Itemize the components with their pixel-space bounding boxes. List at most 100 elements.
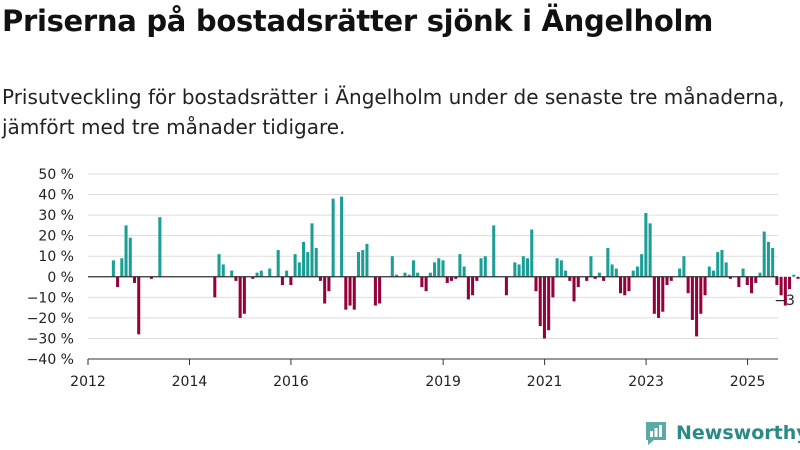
bar: [137, 276, 141, 335]
bar: [331, 198, 335, 277]
bar: [750, 276, 754, 294]
bar: [280, 276, 284, 285]
bar: [340, 196, 344, 277]
y-tick-label: 0 %: [47, 270, 74, 286]
y-tick-label: −30 %: [27, 331, 74, 347]
bar: [289, 276, 293, 285]
bar: [728, 276, 732, 279]
newsworthy-logo-icon: [646, 422, 666, 445]
y-tick-label: −40 %: [27, 352, 74, 368]
chart-title: Priserna på bostadsrätter sjönk i Ängelh…: [2, 4, 713, 38]
bar: [251, 276, 255, 279]
bar: [365, 243, 369, 277]
bar: [555, 258, 559, 277]
newsworthy-logo-text: Newsworthy: [676, 422, 800, 444]
bar: [695, 276, 699, 337]
bar: [433, 262, 437, 277]
bar: [762, 231, 766, 277]
bar: [711, 270, 716, 277]
bar: [416, 272, 420, 277]
bar: [657, 276, 661, 318]
bar: [276, 250, 280, 277]
bar: [551, 276, 555, 298]
bar: [559, 260, 563, 277]
bar: [716, 252, 720, 277]
bar: [483, 256, 487, 277]
bar: [234, 276, 238, 281]
bar: [128, 237, 132, 277]
y-axis-labels: 50 % 40 % 30 % 20 % 10 % 0 % −10 % −20 % −30 % −4…: [27, 167, 74, 368]
bar: [517, 264, 521, 277]
bar: [242, 276, 246, 314]
y-tick-label: −10 %: [27, 290, 74, 306]
y-tick-label: 10 %: [38, 249, 74, 265]
bar: [623, 276, 627, 296]
bar: [344, 276, 348, 310]
bar: [120, 258, 124, 277]
bar: [310, 223, 314, 277]
x-tick-label: 2023: [628, 374, 664, 390]
x-tick-label: 2012: [70, 374, 106, 390]
bar: [610, 264, 614, 277]
bar: [306, 252, 310, 277]
bar: [471, 276, 475, 296]
bar: [424, 276, 428, 292]
y-tick-label: 50 %: [38, 167, 74, 183]
bar: [644, 213, 648, 277]
bar: [538, 276, 542, 327]
bar: [606, 248, 610, 277]
bar: [661, 276, 665, 312]
bar: [352, 276, 356, 310]
bars: [111, 196, 800, 339]
bar: [407, 274, 411, 277]
bar: [526, 258, 530, 277]
bar: [230, 270, 234, 277]
bar: [479, 258, 483, 277]
bar: [348, 276, 352, 306]
bar: [132, 276, 137, 283]
bar: [302, 241, 306, 277]
bar: [318, 276, 322, 281]
bar: [475, 276, 479, 281]
bar: [268, 268, 272, 277]
bar: [678, 268, 682, 277]
bar: [285, 270, 289, 277]
bar: [707, 266, 711, 277]
bar: [547, 276, 551, 331]
bar: [758, 272, 762, 277]
bar: [158, 217, 162, 277]
chart-subtitle: Prisutveckling för bostadsrätter i Ängel…: [2, 85, 785, 139]
bar: [521, 256, 525, 277]
bar: [466, 276, 470, 300]
y-tick-label: 20 %: [38, 229, 74, 245]
bar: [323, 276, 327, 304]
newsworthy-logo: Newsworthy: [644, 418, 800, 448]
bar: [593, 276, 597, 279]
bar: [775, 276, 779, 285]
bar: [403, 272, 407, 277]
bar: [669, 276, 673, 281]
bar: [737, 276, 741, 288]
bar: [796, 276, 800, 279]
bar: [373, 276, 377, 306]
bar: [449, 276, 453, 281]
annotations: −3 %: [774, 293, 800, 309]
x-tick-label: 2021: [527, 374, 563, 390]
bar: [428, 272, 432, 277]
bar: [504, 276, 508, 296]
bar: [631, 270, 635, 277]
bar: [437, 258, 441, 277]
bar: [314, 248, 318, 277]
bar: [297, 262, 301, 277]
bar: [745, 276, 749, 285]
x-tick-label: 2025: [730, 374, 766, 390]
x-axis: 2012 2014 2016 2019 2021 2023 2025: [70, 358, 778, 390]
bar: [217, 254, 221, 277]
bar: [627, 276, 631, 292]
y-tick-label: 30 %: [38, 208, 74, 224]
bar: [361, 250, 365, 277]
bar: [771, 248, 775, 277]
bar: [690, 276, 694, 320]
bar: [602, 276, 606, 281]
annotation-latest-value: −3 %: [774, 293, 800, 309]
